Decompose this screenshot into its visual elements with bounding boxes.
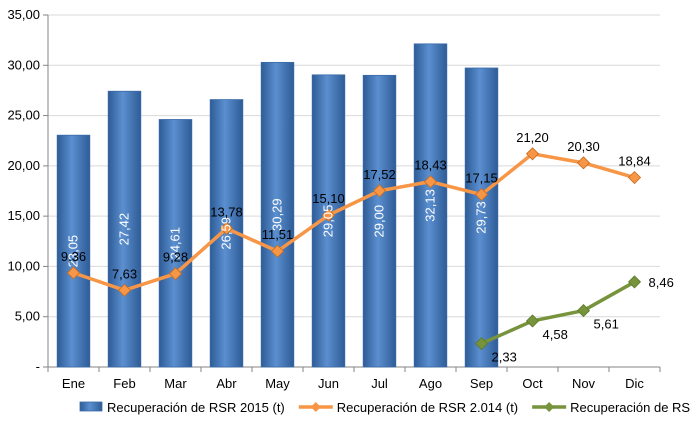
line-data-label: 18,43: [414, 158, 447, 173]
x-tick-label: Nov: [572, 376, 596, 391]
y-tick-label: 35,00: [7, 7, 40, 22]
data-point: [474, 187, 489, 202]
bar: [107, 90, 142, 368]
line-data-label: 11,51: [262, 227, 294, 242]
y-tick-label: 5,00: [15, 309, 40, 324]
y-tick-label: -: [36, 359, 40, 374]
data-point: [270, 244, 285, 258]
bar-data-label: 30,29: [270, 198, 285, 231]
line-data-label: 8,46: [649, 275, 674, 290]
y-tick-label: 20,00: [7, 158, 40, 173]
line-data-label: 20,30: [567, 139, 600, 154]
bar-data-label: 26,59: [219, 217, 234, 250]
data-point: [168, 267, 183, 281]
bar: [158, 119, 193, 368]
gridlines: [48, 14, 660, 318]
data-point: [525, 147, 540, 161]
y-tick-label: 15,00: [7, 208, 40, 223]
line-data-label: 17,52: [363, 167, 396, 182]
line-data-label: 4,58: [543, 327, 568, 342]
data-point: [576, 156, 591, 170]
legend-swatch-marker: [310, 402, 321, 412]
line-data-label: 9,28: [163, 250, 188, 265]
x-tick-label: Ago: [419, 376, 442, 391]
data-point: [576, 304, 591, 318]
line-data-label: 5,61: [594, 317, 619, 332]
x-tick-label: Abr: [216, 376, 237, 391]
data-point: [474, 337, 489, 351]
series-line: [72, 152, 635, 293]
line-data-label: 17,15: [465, 171, 498, 186]
legend-label: Recuperación de RSR 2015 (t): [107, 400, 285, 415]
legend: Recuperación de RSR 2015 (t) Recuperación…: [79, 400, 691, 415]
x-tick-label: Mar: [164, 376, 187, 391]
legend-label: Recuperación de RSR 2.013 (t): [570, 400, 691, 415]
data-point: [321, 208, 336, 222]
data-point: [66, 266, 81, 280]
bar: [56, 134, 91, 368]
line-data-label: 2,33: [492, 350, 517, 365]
x-tick-label: Ene: [62, 376, 85, 391]
legend-swatch-bar: [79, 401, 103, 412]
x-tick-label: Feb: [113, 376, 135, 391]
bar-data-label: 29,00: [372, 205, 387, 238]
data-point: [117, 283, 132, 297]
line-data-label: 15,10: [312, 191, 345, 206]
line-data-label: 13,78: [210, 204, 243, 219]
data-point: [423, 175, 438, 189]
data-point: [372, 184, 387, 198]
x-tick-label: Oct: [522, 376, 543, 391]
line-data-label: 18,84: [618, 154, 651, 169]
y-tick-label: 30,00: [7, 57, 40, 72]
bar: [413, 43, 448, 368]
bar-data-label: 23,05: [66, 235, 81, 268]
x-tick-label: May: [265, 376, 290, 391]
bar: [362, 74, 397, 368]
bar-data-label: 24,61: [168, 227, 183, 260]
line-data-label: 7,63: [112, 266, 137, 281]
data-point: [525, 314, 540, 328]
y-tick-label: 25,00: [7, 108, 40, 123]
legend-label: Recuperación de RSR 2.014 (t): [337, 400, 518, 415]
legend-swatch-marker: [544, 402, 555, 412]
bar-data-label: 27,42: [117, 213, 132, 246]
x-tick-label: Jun: [318, 376, 339, 391]
bar: [464, 67, 499, 368]
line-series: [66, 147, 642, 351]
x-tick-label: Jul: [371, 376, 388, 391]
bar: [260, 61, 295, 368]
data-point: [627, 275, 642, 289]
bar-data-label: 29,73: [474, 201, 489, 234]
bar-data-label: 29,05: [321, 205, 336, 238]
x-tick-label: Sep: [470, 376, 493, 391]
line-data-label: 9,36: [61, 249, 86, 264]
data-point: [219, 221, 234, 235]
data-labels: 23,05 27,42 24,61 26,59 30,29 29,05 29,00 32,13…: [61, 130, 674, 365]
axes: - 5,00 10,00 15,00 20,00 25,00 30,00 35,00 Ene Fe…: [7, 7, 661, 391]
y-tick-label: 10,00: [7, 258, 40, 273]
bar-data-label: 32,13: [423, 189, 438, 222]
x-tick-label: Dic: [625, 376, 644, 391]
series-line: [480, 280, 636, 346]
data-point: [627, 170, 642, 185]
line-data-label: 21,20: [516, 130, 549, 145]
